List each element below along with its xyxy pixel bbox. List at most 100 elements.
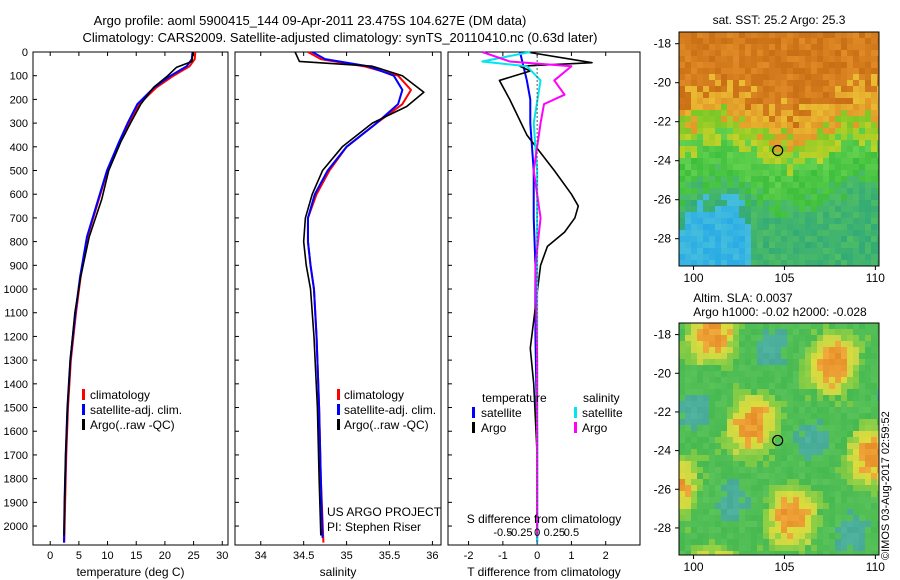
map-cell [841, 341, 847, 347]
map-cell [709, 110, 715, 116]
map-cell [859, 134, 865, 140]
map-cell [829, 335, 835, 341]
map-cell [841, 443, 847, 449]
map-cell [721, 134, 727, 140]
map-cell [871, 140, 877, 146]
map-cell [715, 110, 721, 116]
map-cell [721, 383, 727, 389]
map-cell [745, 419, 751, 425]
map-cell [775, 425, 781, 431]
map-cell [757, 527, 763, 533]
map-cell [775, 140, 781, 146]
map-cell [793, 467, 799, 473]
map-cell [757, 200, 763, 206]
map-cell [751, 122, 757, 128]
map-cell [835, 116, 841, 122]
map-cell [871, 242, 877, 248]
sla_map-xtick-label: 100 [684, 560, 704, 574]
map-cell [799, 152, 805, 158]
map-cell [745, 128, 751, 134]
map-cell [793, 521, 799, 527]
map-cell [865, 359, 871, 365]
map-cell [781, 509, 787, 515]
map-cell [805, 521, 811, 527]
map-cell [733, 353, 739, 359]
map-cell [877, 401, 879, 407]
map-cell [715, 152, 721, 158]
map-cell [841, 74, 847, 80]
map-cell [679, 347, 685, 353]
map-cell [841, 413, 847, 419]
map-cell [793, 194, 799, 200]
map-cell [871, 383, 877, 389]
map-cell [835, 50, 841, 56]
map-cell [745, 521, 751, 527]
map-cell [877, 122, 879, 128]
legend-header-temperature: temperature [482, 391, 547, 405]
map-cell [805, 146, 811, 152]
map-cell [835, 170, 841, 176]
map-cell [739, 377, 745, 383]
map-cell [835, 260, 841, 266]
map-cell [757, 377, 763, 383]
map-cell [763, 407, 769, 413]
map-cell [787, 425, 793, 431]
sst_map-ytick-label: -24 [654, 154, 672, 168]
map-cell [799, 479, 805, 485]
map-cell [847, 254, 853, 260]
map-cell [739, 341, 745, 347]
map-cell [829, 44, 835, 50]
map-cell [805, 431, 811, 437]
map-cell [835, 395, 841, 401]
map-cell [823, 413, 829, 419]
map-cell [721, 50, 727, 56]
map-cell [691, 371, 697, 377]
map-cell [877, 389, 879, 395]
map-cell [703, 92, 709, 98]
map-cell [769, 347, 775, 353]
map-cell [763, 50, 769, 56]
map-cell [787, 122, 793, 128]
map-cell [835, 188, 841, 194]
map-cell [853, 152, 859, 158]
map-cell [793, 104, 799, 110]
map-cell [799, 134, 805, 140]
map-cell [715, 479, 721, 485]
map-cell [691, 377, 697, 383]
map-cell [751, 443, 757, 449]
map-cell [841, 353, 847, 359]
map-cell [721, 497, 727, 503]
map-cell [829, 497, 835, 503]
map-cell [811, 359, 817, 365]
sla_map: 100 105 110-18-20-22-24-26-28 [654, 322, 885, 574]
map-cell [727, 242, 733, 248]
map-cell [763, 515, 769, 521]
map-cell [847, 419, 853, 425]
map-cell [733, 545, 739, 551]
salinity-xlabel: salinity [320, 565, 357, 579]
map-cell [769, 335, 775, 341]
map-cell [721, 104, 727, 110]
difference-s-label: S difference from climatology [467, 512, 622, 526]
map-cell [751, 242, 757, 248]
map-cell [775, 32, 781, 38]
map-cell [715, 371, 721, 377]
map-cell [877, 44, 879, 50]
map-cell [817, 74, 823, 80]
map-cell [817, 473, 823, 479]
map-cell [733, 212, 739, 218]
map-cell [805, 455, 811, 461]
map-cell [781, 200, 787, 206]
series-line-satellite-adj-clim- [306, 51, 404, 538]
map-cell [763, 329, 769, 335]
map-cell [781, 254, 787, 260]
map-cell [835, 254, 841, 260]
map-cell [865, 122, 871, 128]
map-cell [679, 68, 685, 74]
map-cell [817, 86, 823, 92]
map-cell [739, 509, 745, 515]
map-cell [697, 92, 703, 98]
map-cell [727, 401, 733, 407]
map-cell [799, 389, 805, 395]
map-cell [835, 485, 841, 491]
